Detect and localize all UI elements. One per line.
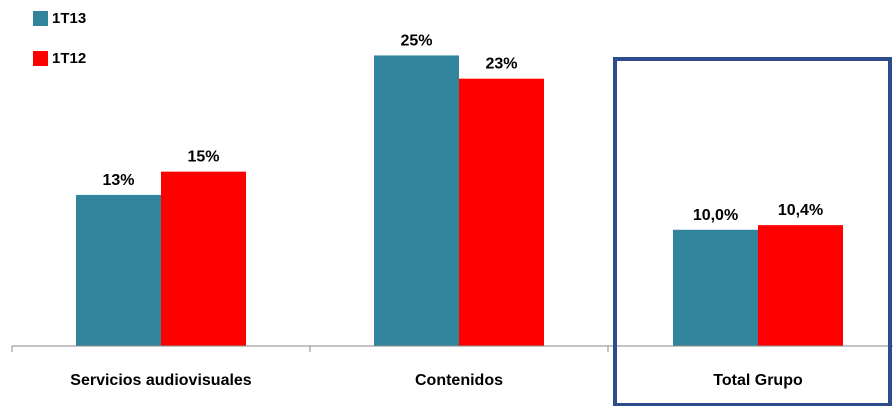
data-label-contenidos-1t13: 25% — [400, 32, 432, 49]
data-label-total-grupo-1t13: 10,0% — [693, 207, 738, 224]
category-labels: Servicios audiovisuales Contenidos Total G… — [70, 372, 803, 389]
category-label-servicios-audiovisuales: Servicios audiovisuales — [70, 372, 252, 389]
bar-servicios-audiovisuales-1t13 — [76, 194, 161, 346]
data-label-total-grupo-1t12: 10,4% — [778, 202, 823, 219]
labels-layer: 13% 15% 25% 23% 10,0% 10,4% — [102, 32, 823, 223]
legend: 1T13 1T12 — [33, 8, 86, 88]
data-label-servicios-audiovisuales-1t13: 13% — [102, 172, 134, 189]
data-label-contenidos-1t12: 23% — [485, 56, 517, 73]
legend-item-1t13: 1T13 — [33, 8, 86, 28]
bar-total-grupo-1t12 — [758, 225, 843, 346]
category-label-contenidos: Contenidos — [415, 372, 503, 389]
legend-label-1t12: 1T12 — [52, 49, 87, 67]
legend-swatch-1t12 — [33, 50, 48, 66]
bar-contenidos-1t13 — [374, 55, 459, 347]
legend-label-1t13: 1T13 — [52, 9, 87, 27]
category-label-total-grupo: Total Grupo — [713, 372, 803, 389]
x-axis-ticks — [11, 346, 609, 352]
bar-contenidos-1t12 — [459, 78, 544, 346]
bar-servicios-audiovisuales-1t12 — [161, 171, 246, 346]
legend-swatch-1t13 — [33, 10, 48, 26]
data-label-servicios-audiovisuales-1t12: 15% — [187, 149, 219, 166]
bars-layer — [76, 55, 843, 347]
highlight-box-total-grupo — [613, 57, 892, 406]
bar-total-grupo-1t13 — [673, 229, 758, 346]
legend-item-1t12: 1T12 — [33, 48, 86, 68]
